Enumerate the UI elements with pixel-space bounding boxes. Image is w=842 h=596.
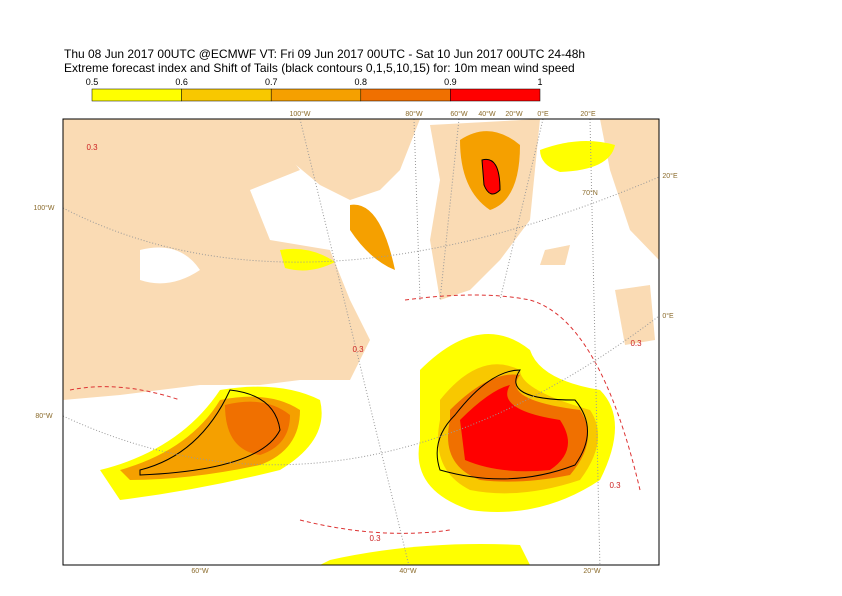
bottom-label: 60°W (191, 567, 209, 575)
colorbar-label: 0.8 (355, 77, 368, 87)
colorbar-label: 0.6 (175, 77, 188, 87)
efi-area (280, 248, 335, 271)
right-label: 20°E (662, 172, 678, 180)
land-arctic-islands (250, 119, 420, 200)
right-label: 70°N (582, 189, 598, 197)
colorbar-label: 1 (537, 77, 542, 87)
map-frame (62, 118, 660, 566)
top-label: 80°W (405, 110, 423, 118)
land-north-america (63, 119, 370, 400)
top-label: 60°W (450, 110, 468, 118)
right-label: 0°E (662, 312, 674, 320)
colorbar-segment (270, 88, 362, 102)
sot-contour (139, 389, 281, 476)
efi-area (225, 401, 290, 455)
top-label: 40°W (478, 110, 496, 118)
contour-label: 0.3 (352, 345, 364, 354)
efi-area (460, 385, 568, 472)
colorbar-label: 0.9 (444, 77, 457, 87)
colorbar-segment (91, 88, 182, 102)
efi-area (481, 158, 501, 195)
map-area (63, 119, 659, 565)
lake (140, 247, 200, 284)
left-label: 100°W (33, 204, 54, 212)
colorbar-segment (450, 88, 541, 102)
title: Thu 08 Jun 2017 00UTC @ECMWF VT: Fri 09 … (64, 47, 585, 61)
efi-contour-0.3 (69, 294, 641, 534)
colorbar-label: 0.7 (265, 77, 278, 87)
top-label: 0°E (537, 110, 549, 118)
sot-contour (436, 369, 588, 480)
bottom-label: 20°W (583, 567, 601, 575)
contour-label: 0.3 (609, 481, 621, 490)
efi-area (540, 141, 615, 172)
land-british-isles (615, 285, 655, 345)
colorbar-label: 0.5 (86, 77, 99, 87)
subtitle: Extreme forecast index and Shift of Tail… (64, 61, 575, 75)
contour-label: 0.3 (369, 534, 381, 543)
left-label: 80°W (35, 412, 53, 420)
colorbar-segment (360, 88, 451, 102)
contour-label: 0.3 (630, 339, 642, 348)
top-label: 20°E (580, 110, 596, 118)
colorbar-segment (181, 88, 272, 102)
land-scandinavia (600, 119, 659, 260)
contour-label: 0.3 (86, 143, 98, 152)
top-label: 100°W (289, 110, 310, 118)
graticule (63, 119, 659, 565)
land-iceland (540, 245, 570, 265)
bottom-label: 40°W (399, 567, 417, 575)
efi-area (320, 544, 530, 565)
efi-area (350, 204, 395, 270)
top-label: 20°W (505, 110, 523, 118)
